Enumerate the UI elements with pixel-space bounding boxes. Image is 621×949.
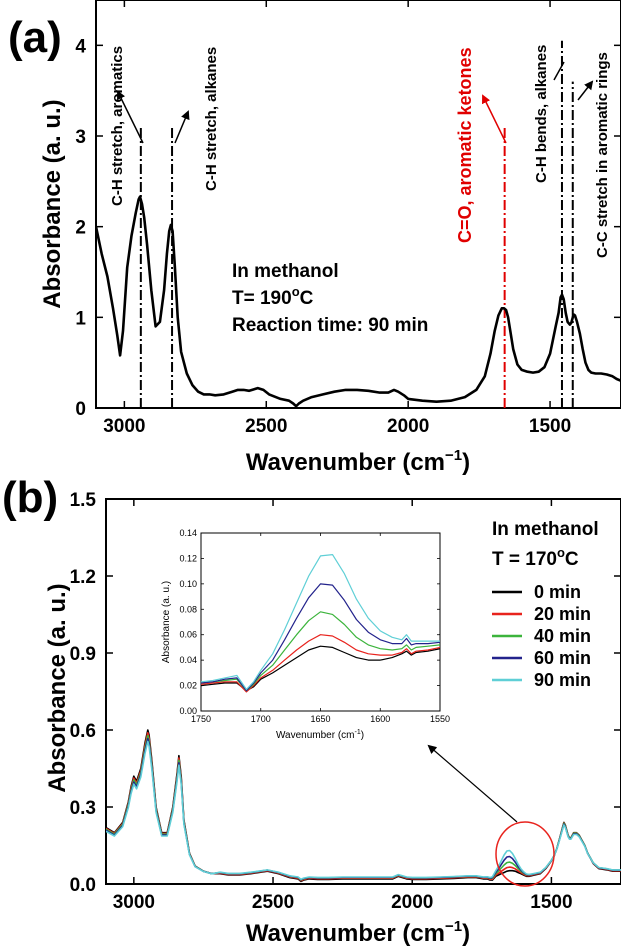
y-tick-label: 0.00 bbox=[179, 706, 197, 716]
panel-a-solvent: In methanol bbox=[232, 261, 339, 282]
y-tick-label: 0.02 bbox=[179, 681, 197, 691]
annotation-arrow-ch-bends bbox=[553, 61, 565, 81]
x-tick-label: 1500 bbox=[530, 892, 572, 913]
inset-series-line-90-min bbox=[201, 553, 440, 691]
panel-b-temperature: T = 170oC bbox=[492, 545, 579, 570]
x-tick-label: 2000 bbox=[391, 892, 433, 913]
annotation-cc-stretch-aromatic-rings: C-C stretch in aromatic rings bbox=[594, 52, 611, 258]
panel-a-label: (a) bbox=[8, 13, 62, 62]
inset-chart: 1750 1700 1650 1600 1550 0.00 0.02 0.04 0.06 0.08… bbox=[161, 528, 450, 741]
panel-a-x-axis-title: Wavenumber (cm−1) bbox=[246, 447, 470, 476]
panel-b-x-axis-title: Wavenumber (cm−1) bbox=[246, 918, 470, 947]
y-tick-label: 0.3 bbox=[70, 798, 96, 819]
panel-b-solvent: In methanol bbox=[492, 519, 599, 540]
y-tick-label: 1.2 bbox=[70, 567, 96, 588]
inset-series-line-60-min bbox=[201, 583, 440, 692]
panel-a-marker-lines bbox=[139, 40, 574, 408]
panel-a-temperature: T= 190oC bbox=[232, 284, 314, 309]
series-line bbox=[96, 195, 621, 408]
annotation-arrow-cc-stretch bbox=[577, 80, 594, 101]
annotation-ch-stretch-alkanes: C-H stretch, alkanes bbox=[203, 47, 220, 191]
inset-tick-labels: 1750 1700 1650 1600 1550 0.00 0.02 0.04 0.06 0.08… bbox=[179, 528, 450, 724]
inset-series bbox=[201, 553, 440, 693]
highlight-arrow bbox=[427, 744, 518, 823]
y-tick-label: 0.6 bbox=[70, 721, 96, 742]
panel-a-y-axis-title: Absorbance (a. u.) bbox=[39, 99, 66, 308]
y-tick-label: 0.9 bbox=[70, 644, 96, 665]
y-tick-label: 1 bbox=[75, 308, 86, 329]
legend-label: 0 min bbox=[534, 582, 581, 602]
y-tick-label: 0.14 bbox=[179, 528, 197, 538]
series-line-90-min bbox=[106, 740, 621, 881]
annotation-ch-stretch-aromatics: C-H stretch, aromatics bbox=[109, 46, 126, 206]
inset-y-axis-title: Absorbance (a. u.) bbox=[161, 581, 172, 663]
inset-ticks bbox=[200, 532, 441, 712]
panel-a-chart: 3000 2500 2000 1500 0 1 2 3 4 C-H stretch, aroma… bbox=[39, 0, 621, 476]
legend-label: 40 min bbox=[534, 626, 591, 646]
y-tick-label: 3 bbox=[75, 127, 86, 148]
annotation-ch-bends-alkanes: C-H bends, alkanes bbox=[533, 45, 550, 183]
y-tick-label: 0 bbox=[75, 399, 86, 420]
x-tick-label: 3000 bbox=[113, 892, 155, 913]
panel-a-tick-labels: 3000 2500 2000 1500 0 1 2 3 4 bbox=[75, 36, 571, 437]
y-tick-label: 0.12 bbox=[179, 553, 197, 563]
x-tick-label: 1550 bbox=[430, 714, 450, 724]
y-tick-label: 0.06 bbox=[179, 630, 197, 640]
highlight-circle bbox=[495, 821, 555, 887]
panel-a-series bbox=[96, 195, 621, 408]
inset-series-line-20-min bbox=[201, 634, 440, 693]
x-tick-label: 1700 bbox=[251, 714, 271, 724]
annotation-arrow-ch-aromatics bbox=[117, 90, 144, 144]
x-tick-label: 2000 bbox=[387, 416, 429, 437]
x-tick-label: 1600 bbox=[370, 714, 390, 724]
panel-b-series bbox=[106, 729, 621, 883]
panel-b-label: (b) bbox=[2, 473, 58, 522]
legend-label: 20 min bbox=[534, 604, 591, 624]
y-tick-label: 2 bbox=[75, 218, 86, 239]
y-tick-label: 0.04 bbox=[179, 655, 197, 665]
y-tick-label: 0.10 bbox=[179, 579, 197, 589]
y-tick-label: 0.08 bbox=[179, 604, 197, 614]
inset-frame bbox=[200, 532, 441, 712]
x-tick-label: 1750 bbox=[191, 714, 211, 724]
panel-a-frame bbox=[95, 0, 621, 409]
panel-b-chart: 3000 2500 2000 1500 0.0 0.3 0.6 0.9 1.2 1.5 In me… bbox=[44, 490, 621, 947]
x-tick-label: 2500 bbox=[245, 416, 287, 437]
legend-label: 60 min bbox=[534, 648, 591, 668]
annotation-arrow-co-ketones bbox=[482, 94, 507, 144]
x-tick-label: 1500 bbox=[529, 416, 571, 437]
x-tick-label: 1650 bbox=[310, 714, 330, 724]
y-tick-label: 0.0 bbox=[70, 875, 96, 896]
panel-a-reaction-time: Reaction time: 90 min bbox=[232, 315, 428, 336]
panel-b-tick-labels: 3000 2500 2000 1500 0.0 0.3 0.6 0.9 1.2 1.5 bbox=[70, 490, 573, 913]
legend-label: 90 min bbox=[534, 670, 591, 690]
panel-b-frame bbox=[105, 498, 621, 885]
x-tick-label: 3000 bbox=[103, 416, 145, 437]
y-tick-label: 1.5 bbox=[70, 490, 97, 511]
x-tick-label: 2500 bbox=[252, 892, 294, 913]
panel-b-y-axis-title: Absorbance (a. u.) bbox=[44, 583, 71, 792]
y-tick-label: 4 bbox=[75, 36, 86, 57]
inset-x-axis-title: Wavenumber (cm-1) bbox=[276, 729, 364, 741]
annotation-arrow-ch-alkanes bbox=[174, 110, 190, 144]
annotation-co-aromatic-ketones: C=O, aromatic ketones bbox=[455, 47, 475, 243]
